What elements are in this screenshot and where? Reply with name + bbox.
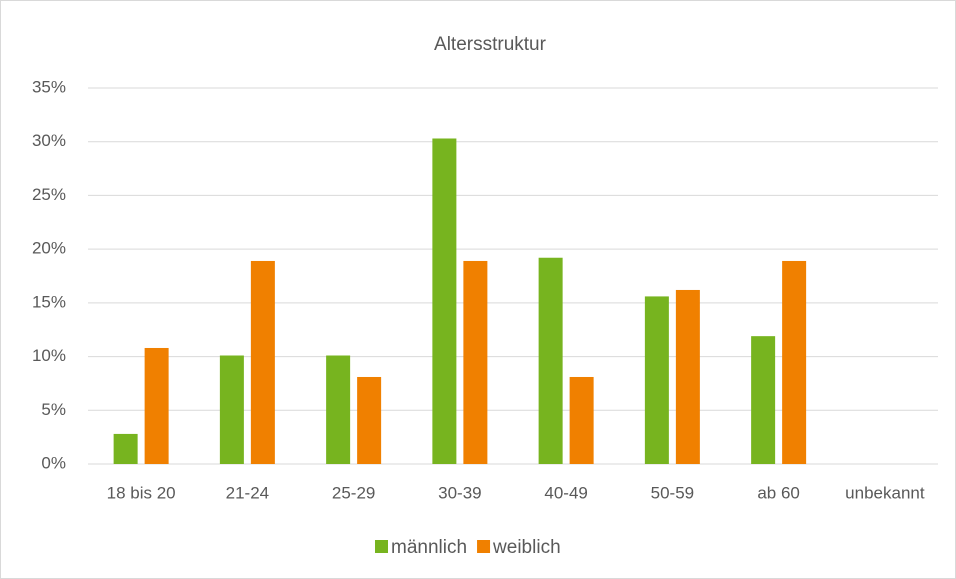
bar — [644, 296, 669, 464]
bar — [357, 376, 382, 464]
x-tick-label: unbekannt — [845, 483, 925, 502]
bar — [751, 336, 776, 464]
legend-swatch — [477, 540, 491, 553]
bar — [432, 138, 457, 464]
bar — [144, 347, 169, 464]
x-tick-label: 25-29 — [332, 483, 375, 502]
bar — [463, 260, 488, 464]
y-tick-label: 25% — [32, 185, 66, 204]
y-tick-label: 10% — [32, 346, 66, 365]
y-tick-label: 30% — [32, 131, 66, 150]
x-tick-label: 40-49 — [544, 483, 587, 502]
bar — [250, 260, 275, 464]
y-tick-label: 20% — [32, 239, 66, 258]
y-tick-label: 0% — [41, 453, 66, 472]
bar — [569, 376, 594, 464]
bar — [538, 257, 563, 464]
bar — [219, 355, 244, 464]
x-tick-label: ab 60 — [757, 483, 800, 502]
chart-title: Altersstruktur — [434, 34, 547, 55]
bar — [113, 433, 138, 464]
x-tick-label: 18 bis 20 — [107, 483, 176, 502]
x-tick-label: 21-24 — [226, 483, 269, 502]
y-tick-label: 5% — [41, 400, 66, 419]
y-tick-label: 35% — [32, 77, 66, 96]
bar — [782, 260, 807, 464]
x-tick-label: 50-59 — [651, 483, 694, 502]
legend-swatch — [375, 540, 388, 553]
y-tick-label: 15% — [32, 292, 66, 311]
legend-label: weiblich — [492, 537, 561, 558]
x-tick-label: 30-39 — [438, 483, 481, 502]
legend-label: männlich — [391, 537, 467, 558]
bar — [326, 355, 351, 464]
bar — [675, 289, 700, 464]
